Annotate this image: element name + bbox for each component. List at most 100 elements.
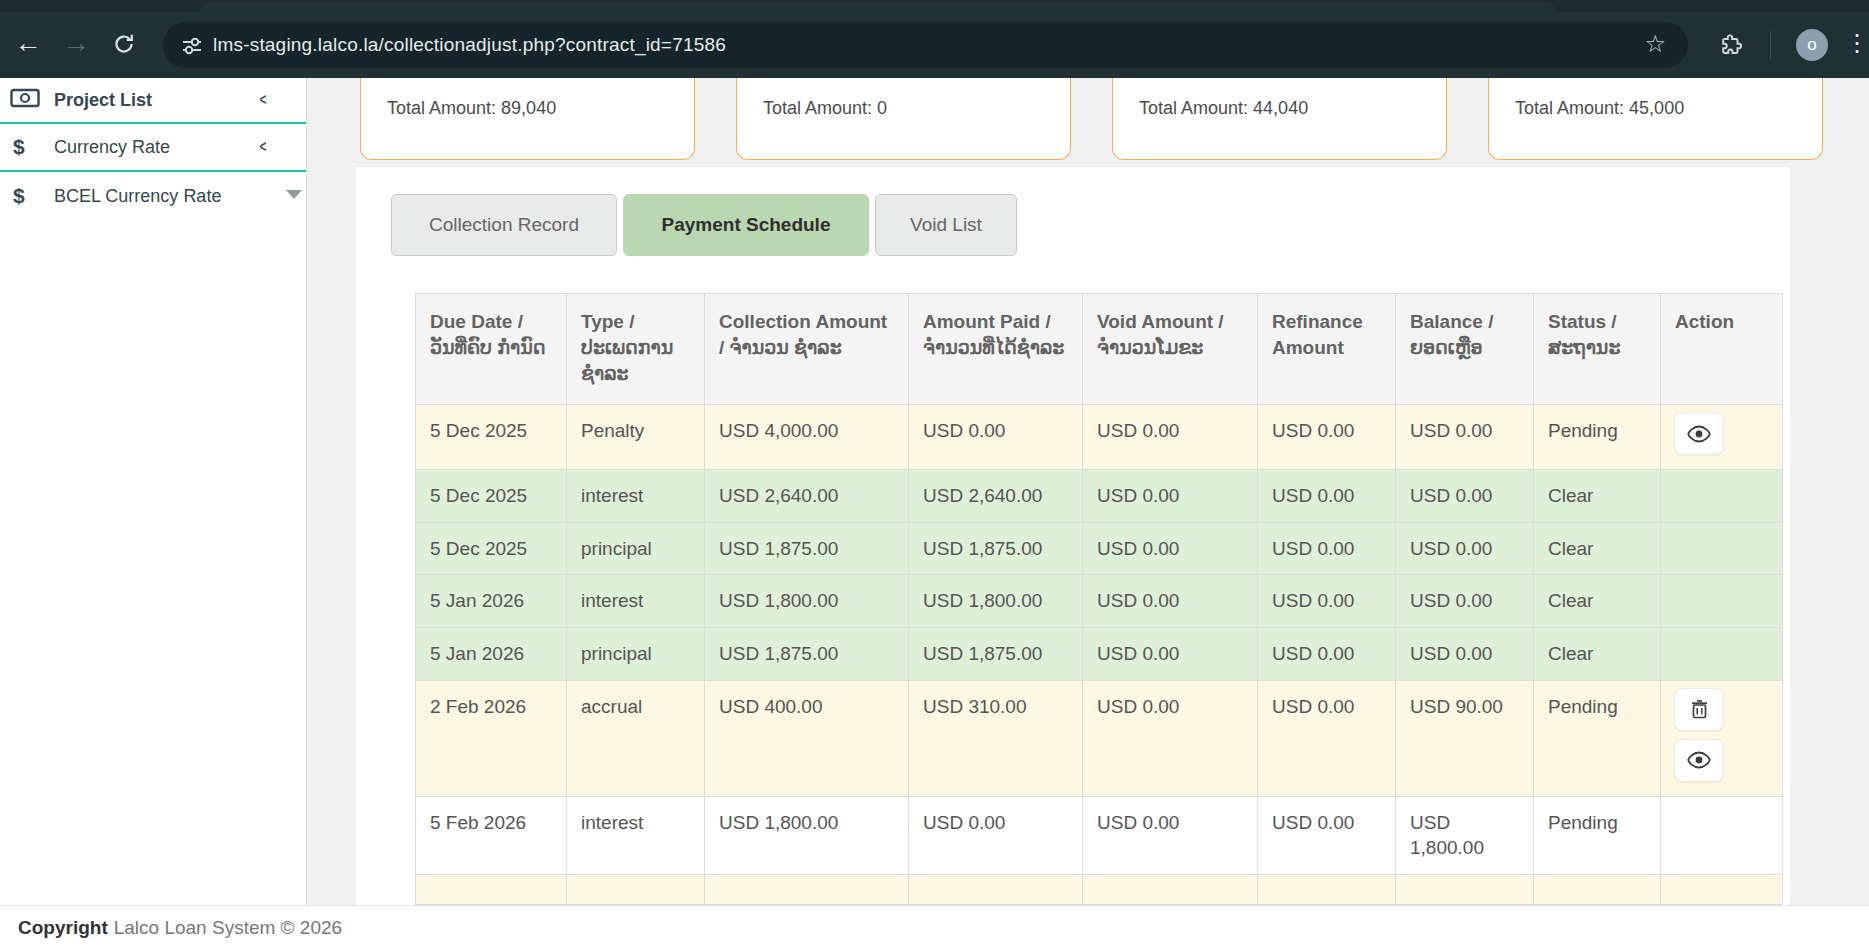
cell-actions [1661, 522, 1783, 575]
col-due-date: Due Date / ວັນທີ່ຄົບ ກຳນົດ [416, 294, 567, 405]
banknote-icon [10, 88, 40, 113]
view-button[interactable] [1674, 739, 1724, 782]
cell-type: principal [567, 627, 705, 680]
cell-status: Pending [1534, 680, 1661, 796]
col-void-amount: Void Amount / ຈຳນວນໂມຂະ [1083, 294, 1258, 405]
cell-void-amount: USD 0.00 [1083, 627, 1258, 680]
sidebar-item-bcel-currency-rate[interactable]: $ BCEL Currency Rate [0, 172, 306, 220]
table-row-partial [416, 874, 1783, 904]
cell-actions [1661, 627, 1783, 680]
card-value: 89,040 [501, 98, 556, 118]
trash-icon [1691, 700, 1708, 719]
cell-refinance-amount: USD 0.00 [1258, 575, 1396, 628]
reload-icon[interactable] [104, 12, 144, 78]
tab-collection-record[interactable]: Collection Record [391, 194, 617, 256]
col-type: Type / ປະເພດການ ຊຳລະ [567, 294, 705, 405]
browser-tab[interactable] [200, 2, 1556, 12]
col-amount-paid: Amount Paid / ຈຳນວນທີ່ໄດ້ຊຳລະ [909, 294, 1083, 405]
cell-due-date: 5 Jan 2026 [416, 627, 567, 680]
table-row: 5 Jan 2026principalUSD 1,875.00USD 1,875… [416, 627, 1783, 680]
card-label: Total Amount: [387, 98, 496, 118]
table-row: 5 Dec 2025principalUSD 1,875.00USD 1,875… [416, 522, 1783, 575]
profile-avatar[interactable]: o [1796, 29, 1828, 61]
dollar-icon: $ [10, 184, 40, 208]
cell-refinance-amount: USD 0.00 [1258, 796, 1396, 874]
cell-due-date: 5 Jan 2026 [416, 575, 567, 628]
cell-amount-paid: USD 310.00 [909, 680, 1083, 796]
cell-amount-paid: USD 2,640.00 [909, 470, 1083, 523]
payment-schedule-table: Due Date / ວັນທີ່ຄົບ ກຳນົດ Type / ປະເພດກ… [415, 293, 1783, 905]
cell-balance: USD 1,800.00 [1396, 796, 1534, 874]
cell-type: interest [567, 796, 705, 874]
scroll-down-triangle-icon[interactable] [286, 190, 302, 199]
card-label: Total Amount: [1139, 98, 1248, 118]
cell-amount-paid: USD 0.00 [909, 796, 1083, 874]
cell-balance: USD 0.00 [1396, 470, 1534, 523]
col-action: Action [1661, 294, 1783, 405]
cell-status: Clear [1534, 522, 1661, 575]
cell-void-amount: USD 0.00 [1083, 796, 1258, 874]
cell-actions [1661, 575, 1783, 628]
card-value: 0 [877, 98, 887, 118]
view-button[interactable] [1674, 412, 1724, 455]
footer-copyright-text: Lalco Loan System © 2026 [114, 917, 342, 938]
col-collection-amount: Collection Amount / ຈຳນວນ ຊຳລະ [705, 294, 909, 405]
dollar-icon: $ [10, 135, 40, 159]
cell-type: Penalty [567, 405, 705, 470]
sidebar-item-label: Currency Rate [54, 137, 170, 158]
cell-status: Clear [1534, 575, 1661, 628]
cell-collection-amount: USD 400.00 [705, 680, 909, 796]
footer-copyright-label: Copyright [18, 917, 108, 938]
cell-refinance-amount: USD 0.00 [1258, 680, 1396, 796]
card-value: 44,040 [1253, 98, 1308, 118]
cell-collection-amount: USD 1,875.00 [705, 522, 909, 575]
address-bar[interactable]: lms-staging.lalco.la/collectionadjust.ph… [163, 22, 1688, 68]
col-refinance-amount: Refinance Amount [1258, 294, 1396, 405]
cell-due-date: 5 Dec 2025 [416, 470, 567, 523]
cell-refinance-amount: USD 0.00 [1258, 522, 1396, 575]
total-amount-card: Total Amount: 45,000 [1488, 78, 1823, 160]
tab-payment-schedule[interactable]: Payment Schedule [623, 194, 869, 256]
cell-void-amount: USD 0.00 [1083, 575, 1258, 628]
browser-menu-icon[interactable]: ⋮ [1845, 12, 1869, 78]
cell-status: Clear [1534, 470, 1661, 523]
sidebar-item-currency-rate[interactable]: $ Currency Rate < [0, 124, 306, 172]
cell-actions [1661, 680, 1783, 796]
cell-amount-paid: USD 1,800.00 [909, 575, 1083, 628]
cell-collection-amount: USD 2,640.00 [705, 470, 909, 523]
cell-refinance-amount: USD 0.00 [1258, 627, 1396, 680]
tab-void-list[interactable]: Void List [875, 194, 1017, 256]
delete-button[interactable] [1674, 688, 1724, 731]
table-row: 5 Dec 2025interestUSD 2,640.00USD 2,640.… [416, 470, 1783, 523]
card-label: Total Amount: [1515, 98, 1624, 118]
cell-void-amount: USD 0.00 [1083, 470, 1258, 523]
cell-void-amount: USD 0.00 [1083, 522, 1258, 575]
page: Project List < $ Currency Rate < $ BCEL … [0, 78, 1869, 949]
url-text[interactable]: lms-staging.lalco.la/collectionadjust.ph… [213, 22, 726, 68]
extensions-icon[interactable] [1718, 33, 1744, 63]
back-icon[interactable]: ← [8, 12, 48, 78]
table-row: 5 Jan 2026interestUSD 1,800.00USD 1,800.… [416, 575, 1783, 628]
cell-collection-amount: USD 1,875.00 [705, 627, 909, 680]
cell-type: interest [567, 575, 705, 628]
cell-balance: USD 0.00 [1396, 522, 1534, 575]
forward-icon[interactable]: → [56, 12, 96, 78]
card-value: 45,000 [1629, 98, 1684, 118]
eye-icon [1686, 751, 1712, 769]
main-panel: Collection Record Payment Schedule Void … [356, 167, 1790, 905]
bookmark-star-icon[interactable]: ☆ [1644, 22, 1666, 68]
cell-balance: USD 0.00 [1396, 627, 1534, 680]
cell-void-amount: USD 0.00 [1083, 680, 1258, 796]
site-settings-icon[interactable] [181, 35, 203, 61]
sidebar-item-project-list[interactable]: Project List < [0, 78, 306, 124]
cell-amount-paid: USD 0.00 [909, 405, 1083, 470]
cell-due-date: 2 Feb 2026 [416, 680, 567, 796]
total-amount-card: Total Amount: 44,040 [1112, 78, 1447, 160]
cell-refinance-amount: USD 0.00 [1258, 470, 1396, 523]
cell-type: accrual [567, 680, 705, 796]
chevron-left-icon: < [259, 90, 266, 110]
footer: Copyright Lalco Loan System © 2026 [0, 905, 1869, 949]
cell-amount-paid: USD 1,875.00 [909, 522, 1083, 575]
reload-glyph [112, 32, 136, 56]
cell-actions [1661, 470, 1783, 523]
